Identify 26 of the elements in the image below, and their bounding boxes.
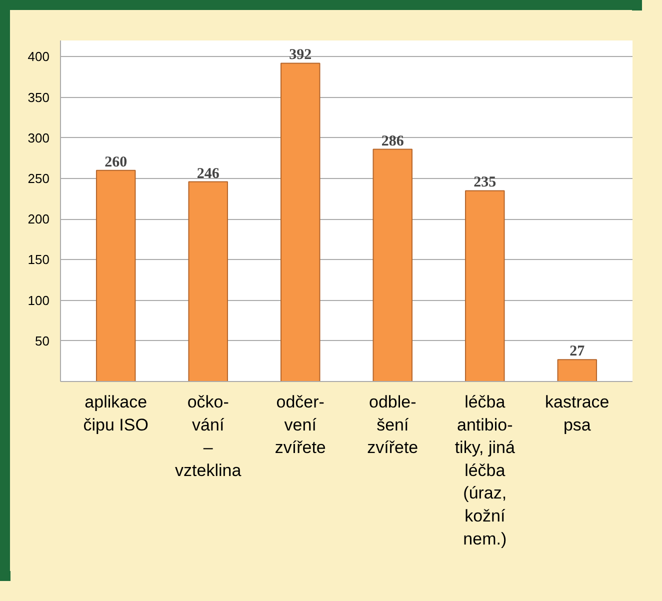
y-tick-label: 250: [28, 171, 50, 186]
x-tick-label: léčba antibio- tiky, jiná léčba (úraz, kožní nem.): [454, 392, 516, 548]
bar: [465, 190, 505, 382]
y-tick-label: 400: [28, 49, 50, 64]
x-tick-label: aplikace čipu ISO: [83, 392, 148, 434]
y-tick-label: 350: [28, 90, 50, 105]
data-label: 392: [289, 47, 312, 64]
y-tick-label: 50: [35, 333, 50, 348]
data-label: 246: [196, 166, 220, 182]
y-tick-label: 100: [28, 292, 50, 308]
data-label: 27: [570, 344, 586, 360]
bar: [557, 359, 598, 382]
bar: [372, 148, 413, 382]
y-tick-label: 200: [28, 212, 50, 227]
x-tick-label: kastrace psa: [545, 392, 610, 434]
x-tick-label: odčer- vení zvířete: [274, 392, 326, 458]
y-tick-label: 150: [28, 252, 50, 268]
data-label: 235: [474, 174, 496, 191]
data-label: 286: [381, 133, 404, 150]
x-tick-label: očko- vání – vzteklina: [175, 392, 242, 480]
bar: [96, 170, 136, 382]
y-tick-label: 300: [28, 130, 50, 146]
bar: [280, 62, 320, 382]
data-label: 260: [104, 154, 128, 170]
bar: [188, 181, 228, 382]
x-tick-label: odble- šení zvířete: [367, 392, 418, 458]
